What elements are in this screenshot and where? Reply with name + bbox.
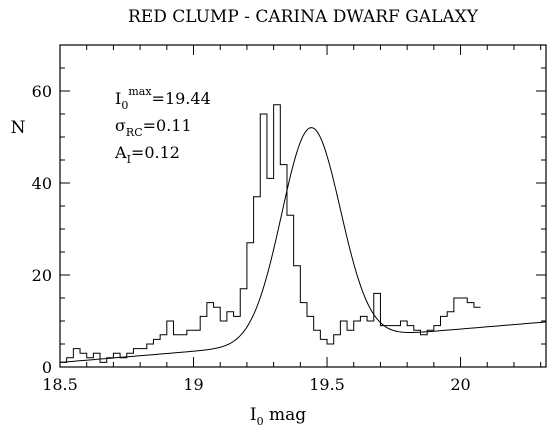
x-axis-label-sub: 0: [257, 415, 264, 428]
y-tick-label: 20: [32, 266, 52, 285]
x-axis-label: I0 mag: [250, 405, 306, 428]
plot-frame: [59, 44, 547, 368]
y-axis-label: N: [11, 118, 26, 138]
fit-curve: [59, 127, 547, 363]
chart-title: RED CLUMP - CARINA DWARF GALAXY: [128, 7, 479, 27]
x-tick-label: 20: [450, 375, 470, 394]
axis-tick-labels: 18.5 19 19.5 20 0 20 40 60: [32, 82, 471, 394]
fit-parameter-line: σRC=0.11: [115, 116, 192, 139]
y-tick-label: 0: [42, 358, 52, 377]
x-tick-label: 19: [183, 375, 203, 394]
x-axis-label-unit: mag: [264, 405, 307, 425]
x-tick-label: 18.5: [42, 375, 78, 394]
y-tick-label: 40: [32, 174, 52, 193]
y-tick-label: 60: [32, 82, 52, 101]
x-tick-label: 19.5: [309, 375, 345, 394]
histogram-steps: [60, 104, 481, 363]
fit-parameter-line: I0max=19.44: [115, 85, 211, 112]
fit-parameter-line: AI=0.12: [114, 143, 180, 166]
svg-text:I0 mag: I0 mag: [250, 405, 306, 428]
fit-parameters: I0max=19.44 σRC=0.11 AI=0.12: [114, 85, 211, 166]
x-axis-label-main: I: [250, 405, 257, 425]
